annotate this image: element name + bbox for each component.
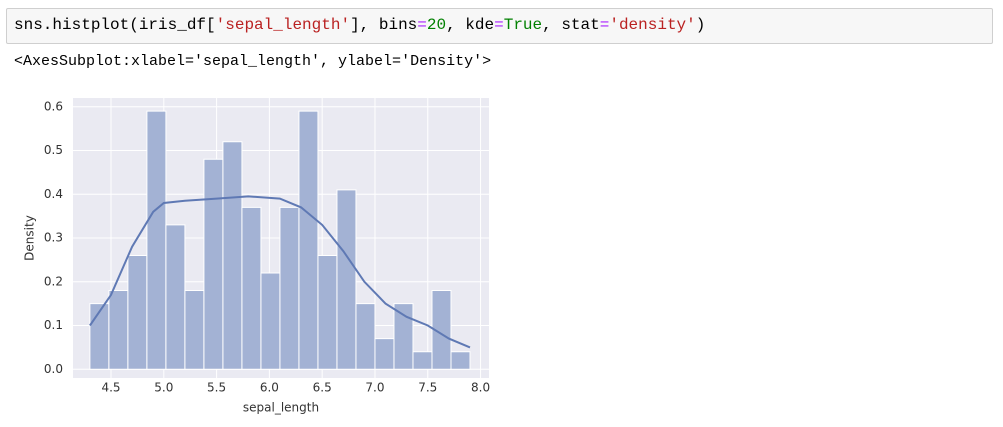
x-tick-label: 5.5 (207, 381, 226, 395)
x-tick-label: 5.0 (154, 381, 173, 395)
bar (127, 255, 148, 370)
chart: sepal_length Density 0.0 0.1 0.2 0.3 0.4 0.5 0… (23, 98, 490, 415)
y-tick-label: 0.3 (44, 231, 63, 245)
bar (355, 303, 376, 370)
bar (374, 338, 395, 370)
bar (146, 110, 167, 370)
x-tick-label: 7.0 (365, 381, 384, 395)
bar (450, 351, 471, 370)
x-tick-label: 6.5 (313, 381, 332, 395)
x-tick-label: 6.0 (260, 381, 279, 395)
code: sns.histplot(iris_df['sepal_length'], bi… (14, 16, 705, 34)
kde-line (89, 195, 471, 349)
code-token: 'sepal_length' (215, 16, 351, 34)
bar (260, 272, 281, 370)
x-tick-label: 7.5 (418, 381, 437, 395)
bar (317, 255, 338, 370)
bar (222, 141, 243, 370)
code-token: 'density' (609, 16, 696, 34)
bar (241, 206, 262, 370)
bar (298, 110, 319, 370)
code-token: sns.histplot(iris_df[ (14, 16, 216, 34)
bar (412, 351, 433, 370)
bar (279, 206, 300, 370)
code-cell[interactable]: sns.histplot(iris_df['sepal_length'], bi… (6, 8, 993, 44)
code-token: ) (695, 16, 706, 34)
code-token: = (494, 16, 504, 34)
bar (184, 290, 205, 370)
bar (165, 224, 186, 370)
bar (108, 290, 129, 370)
y-tick-label: 0.6 (44, 99, 63, 113)
bar (336, 189, 357, 370)
bar (203, 158, 224, 370)
output-text: <AxesSubplot:xlabel='sepal_length', ylab… (14, 53, 492, 70)
bar (431, 290, 452, 370)
code-token: , kde (446, 16, 495, 34)
y-tick-label: 0.1 (44, 318, 63, 332)
code-token: ], bins (350, 16, 418, 34)
y-tick-label: 0.5 (44, 143, 63, 157)
bar (393, 303, 414, 370)
y-tick-label: 0.4 (44, 187, 63, 201)
y-axis-label: Density (23, 215, 37, 261)
code-token: 20 (426, 16, 447, 34)
x-axis-label: sepal_length (243, 401, 319, 415)
x-tick-label: 4.5 (101, 381, 120, 395)
y-tick-label: 0.0 (44, 362, 63, 376)
code-token: True (503, 16, 543, 34)
code-token: = (417, 16, 427, 34)
code-token: = (599, 16, 610, 34)
code-token: , stat (542, 16, 600, 34)
y-tick-label: 0.2 (44, 274, 63, 288)
x-tick-label: 8.0 (471, 381, 490, 395)
